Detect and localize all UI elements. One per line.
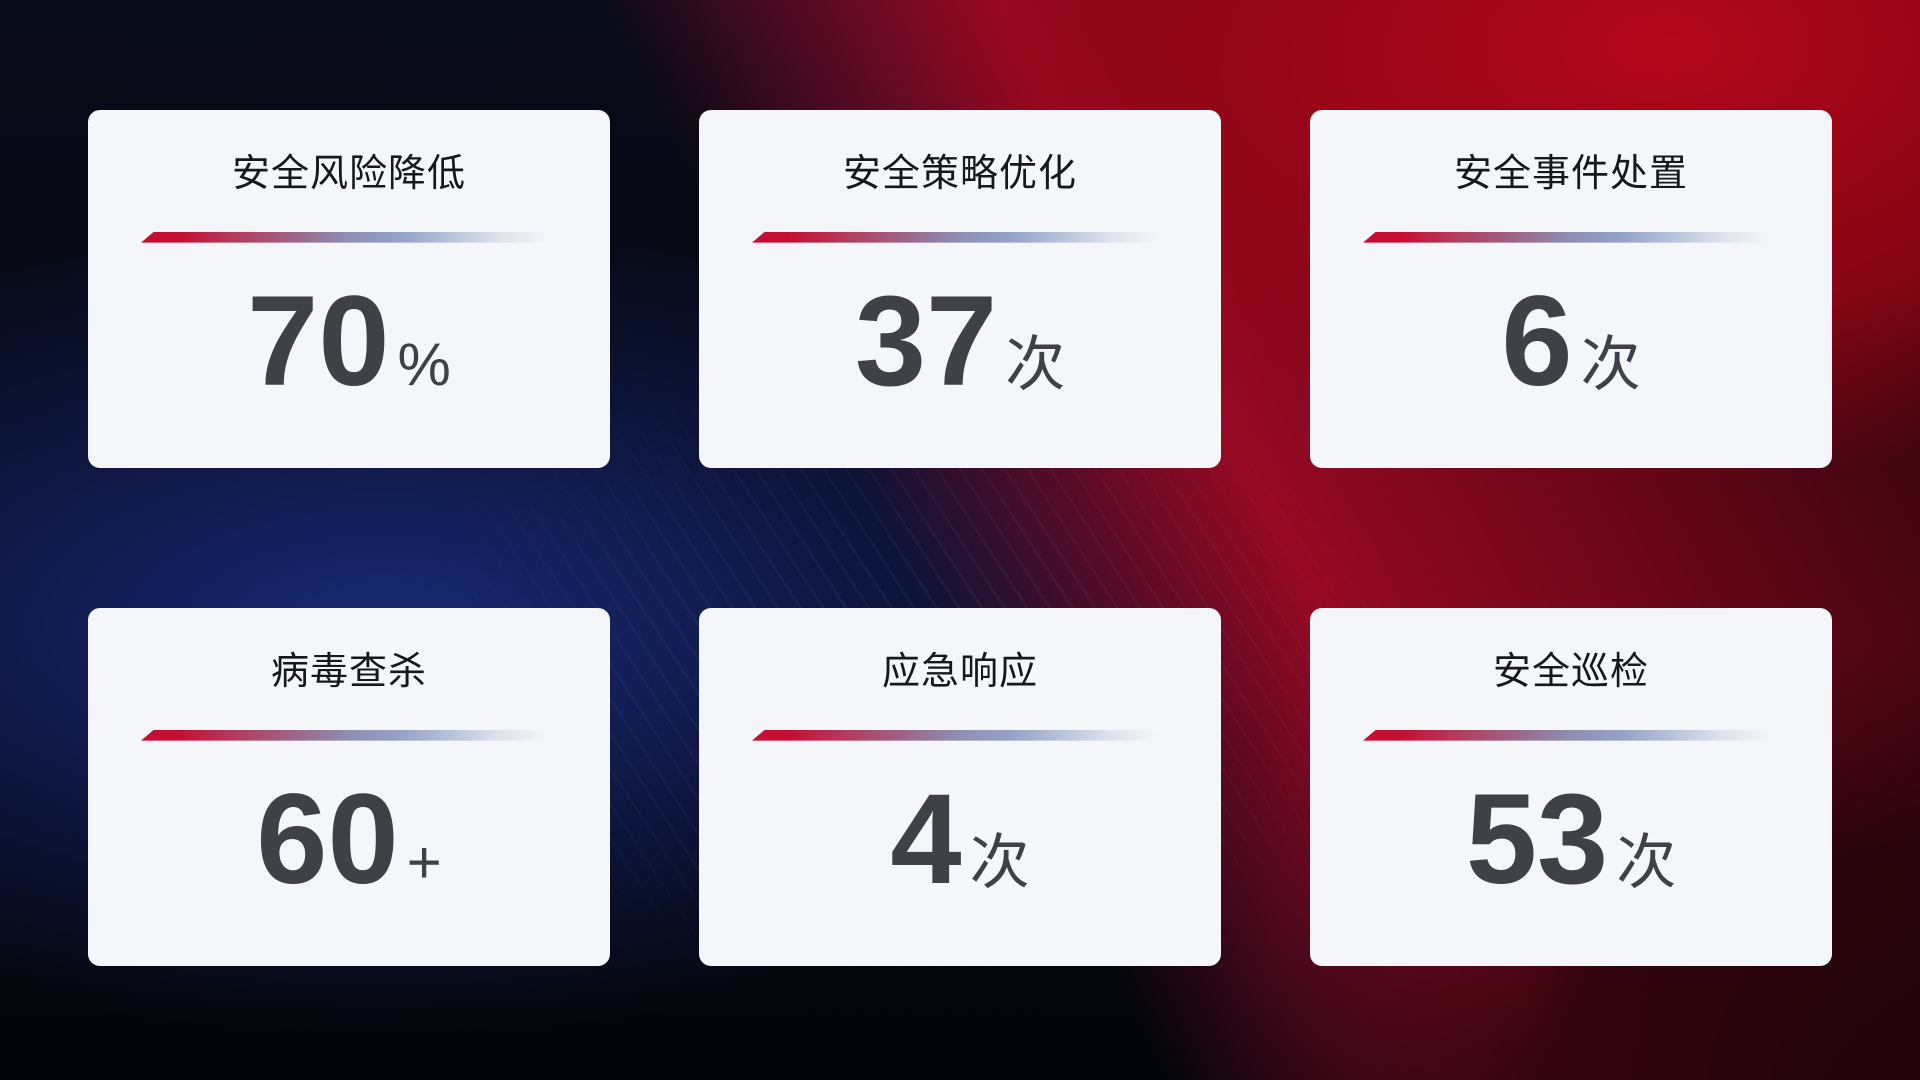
stat-value: 53 (1465, 768, 1609, 912)
stat-unit: 次 (1616, 829, 1677, 897)
divider-line (752, 231, 1168, 243)
stat-value: 6 (1501, 270, 1573, 414)
value-area: 37 次 (752, 243, 1168, 442)
divider-line (141, 231, 557, 243)
card-title: 安全事件处置 (1453, 153, 1688, 195)
stat-card-policy-optimization: 安全策略优化 37 次 (699, 110, 1221, 468)
stat-unit: 次 (1005, 331, 1066, 399)
stat-unit: + (406, 829, 442, 897)
stat-unit: % (397, 331, 451, 399)
card-title: 安全风险降低 (231, 153, 466, 195)
value-area: 6 次 (1363, 243, 1779, 442)
stat-value: 60 (256, 768, 399, 912)
card-title: 安全巡检 (1492, 651, 1649, 693)
stats-grid: 安全风险降低 70 % 安全策略优化 37 次 安全事件处置 (88, 110, 1832, 966)
divider-line (1363, 231, 1779, 243)
stat-card-virus-scan: 病毒查杀 60 + (88, 608, 610, 966)
stat-card-security-inspection: 安全巡检 53 次 (1310, 608, 1832, 966)
divider-line (141, 729, 557, 741)
divider-line (752, 729, 1168, 741)
value-area: 70 % (141, 243, 557, 442)
stat-value: 37 (854, 270, 998, 414)
value-area: 53 次 (1363, 741, 1779, 940)
value-area: 60 + (141, 741, 557, 940)
stat-card-risk-reduction: 安全风险降低 70 % (88, 110, 610, 468)
stat-value: 4 (890, 768, 962, 912)
stat-unit: 次 (1580, 331, 1641, 399)
divider-line (1363, 729, 1779, 741)
card-title: 安全策略优化 (842, 153, 1077, 195)
stat-unit: 次 (969, 829, 1030, 897)
stat-value: 70 (247, 270, 390, 414)
value-area: 4 次 (752, 741, 1168, 940)
stat-card-emergency-response: 应急响应 4 次 (699, 608, 1221, 966)
card-title: 病毒查杀 (270, 651, 427, 693)
stat-card-incident-handling: 安全事件处置 6 次 (1310, 110, 1832, 468)
card-title: 应急响应 (881, 651, 1038, 693)
